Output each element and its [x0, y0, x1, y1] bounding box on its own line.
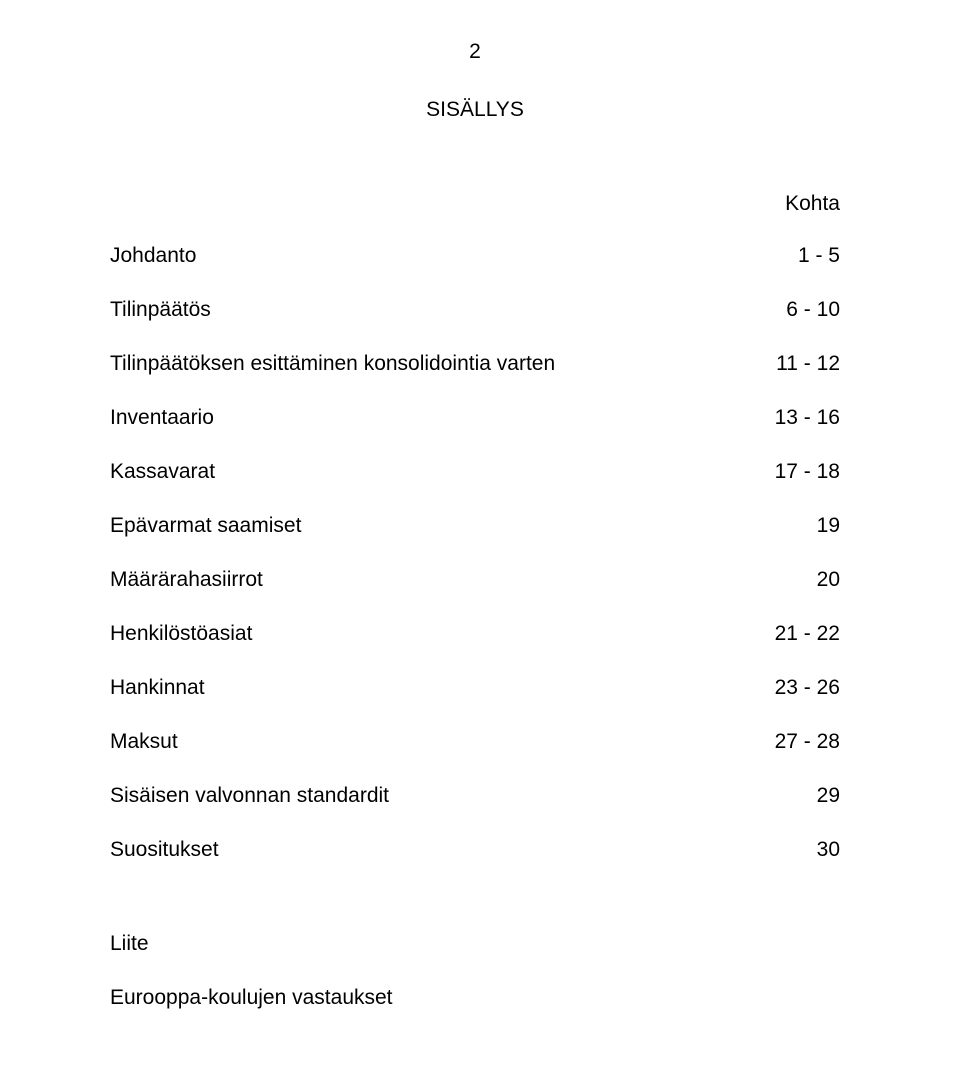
toc-item: Kassavarat 17 - 18 [110, 460, 840, 484]
toc-item: Tilinpäätöksen esittäminen konsolidointi… [110, 352, 840, 376]
toc-item-label: Johdanto [110, 244, 196, 268]
toc-item-value: 21 - 22 [775, 622, 840, 646]
toc-heading: SISÄLLYS [110, 98, 840, 122]
appendix-text: Eurooppa-koulujen vastaukset [110, 986, 840, 1010]
appendix-label: Liite [110, 932, 840, 956]
toc-item: Tilinpäätös 6 - 10 [110, 298, 840, 322]
toc-item: Johdanto 1 - 5 [110, 244, 840, 268]
toc-item-value: 29 [817, 784, 840, 808]
toc-item: Sisäisen valvonnan standardit 29 [110, 784, 840, 808]
toc-item-value: 17 - 18 [775, 460, 840, 484]
toc-item-value: 13 - 16 [775, 406, 840, 430]
toc-item-label: Tilinpäätös [110, 298, 211, 322]
toc-item-label: Henkilöstöasiat [110, 622, 252, 646]
toc-item-label: Määrärahasiirrot [110, 568, 263, 592]
toc-column-header-row: Kohta [110, 192, 840, 216]
toc-item-label: Kassavarat [110, 460, 215, 484]
toc-item: Määrärahasiirrot 20 [110, 568, 840, 592]
toc-item-label: Hankinnat [110, 676, 205, 700]
toc-item: Suositukset 30 [110, 838, 840, 862]
document-page: 2 SISÄLLYS Kohta Johdanto 1 - 5 Tilinpää… [0, 0, 960, 1076]
page-number: 2 [110, 40, 840, 64]
toc-item-label: Epävarmat saamiset [110, 514, 301, 538]
toc-item-value: 19 [817, 514, 840, 538]
toc-item-label: Maksut [110, 730, 178, 754]
toc-item-label: Sisäisen valvonnan standardit [110, 784, 389, 808]
toc-item: Inventaario 13 - 16 [110, 406, 840, 430]
toc-item-label: Suositukset [110, 838, 219, 862]
toc-item-label: Tilinpäätöksen esittäminen konsolidointi… [110, 352, 555, 376]
toc-item-value: 20 [817, 568, 840, 592]
toc-item-value: 6 - 10 [786, 298, 840, 322]
toc-item-label: Inventaario [110, 406, 214, 430]
toc-list: Johdanto 1 - 5 Tilinpäätös 6 - 10 Tilinp… [110, 244, 840, 862]
toc-item-value: 30 [817, 838, 840, 862]
toc-column-header: Kohta [785, 192, 840, 216]
toc-item: Maksut 27 - 28 [110, 730, 840, 754]
toc-item: Henkilöstöasiat 21 - 22 [110, 622, 840, 646]
appendix-section: Liite Eurooppa-koulujen vastaukset [110, 932, 840, 1010]
toc-item-value: 23 - 26 [775, 676, 840, 700]
toc-item-value: 1 - 5 [798, 244, 840, 268]
toc-item-value: 11 - 12 [776, 352, 840, 376]
toc-item-value: 27 - 28 [775, 730, 840, 754]
toc-item: Epävarmat saamiset 19 [110, 514, 840, 538]
toc-item: Hankinnat 23 - 26 [110, 676, 840, 700]
